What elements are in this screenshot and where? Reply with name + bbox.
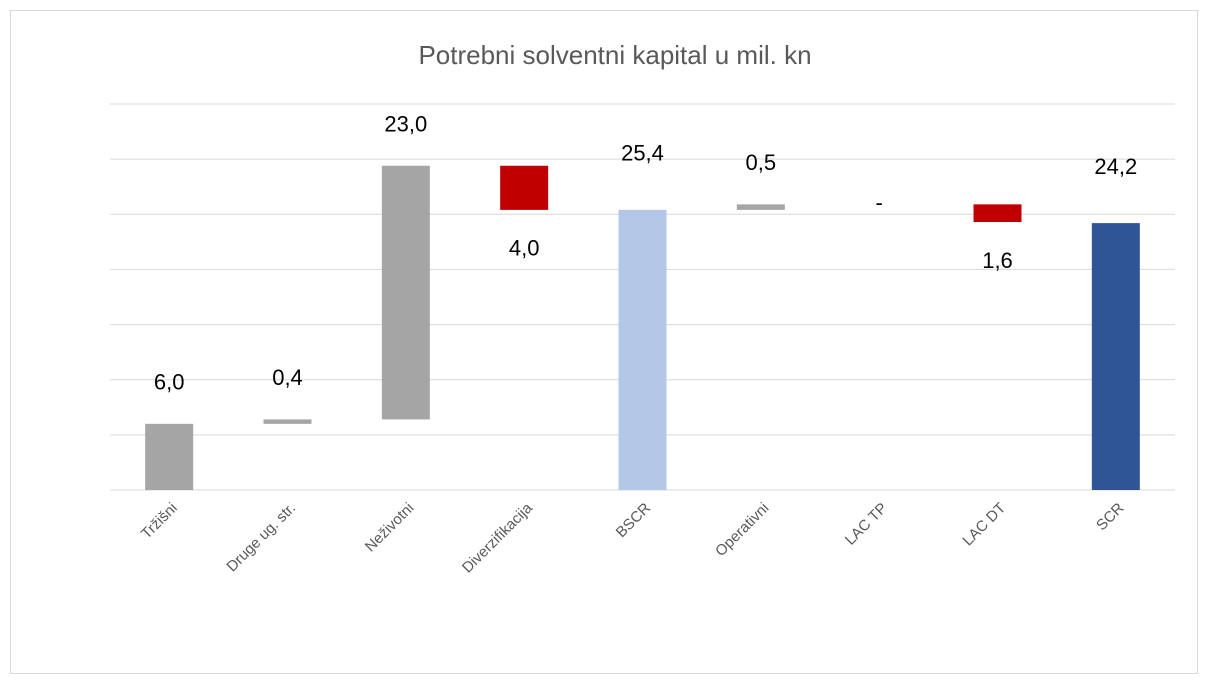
data-label: 0,4 — [272, 365, 303, 390]
data-label: 6,0 — [154, 370, 185, 395]
bar — [736, 204, 785, 210]
bar — [973, 204, 1022, 223]
data-label: 4,0 — [509, 236, 540, 261]
chart-title: Potrebni solventni kapital u mil. kn — [418, 40, 811, 70]
data-label: - — [876, 190, 883, 215]
bar — [500, 165, 549, 210]
data-label: 23,0 — [384, 112, 427, 137]
data-label: 0,5 — [746, 150, 777, 175]
bar — [263, 419, 312, 424]
bar — [1091, 223, 1140, 490]
bar — [618, 209, 667, 491]
data-label: 25,4 — [621, 141, 664, 166]
chart-frame — [10, 10, 1198, 674]
bar — [381, 165, 430, 420]
data-label: 24,2 — [1094, 154, 1137, 179]
bar — [145, 423, 194, 490]
data-label: 1,6 — [982, 248, 1013, 273]
